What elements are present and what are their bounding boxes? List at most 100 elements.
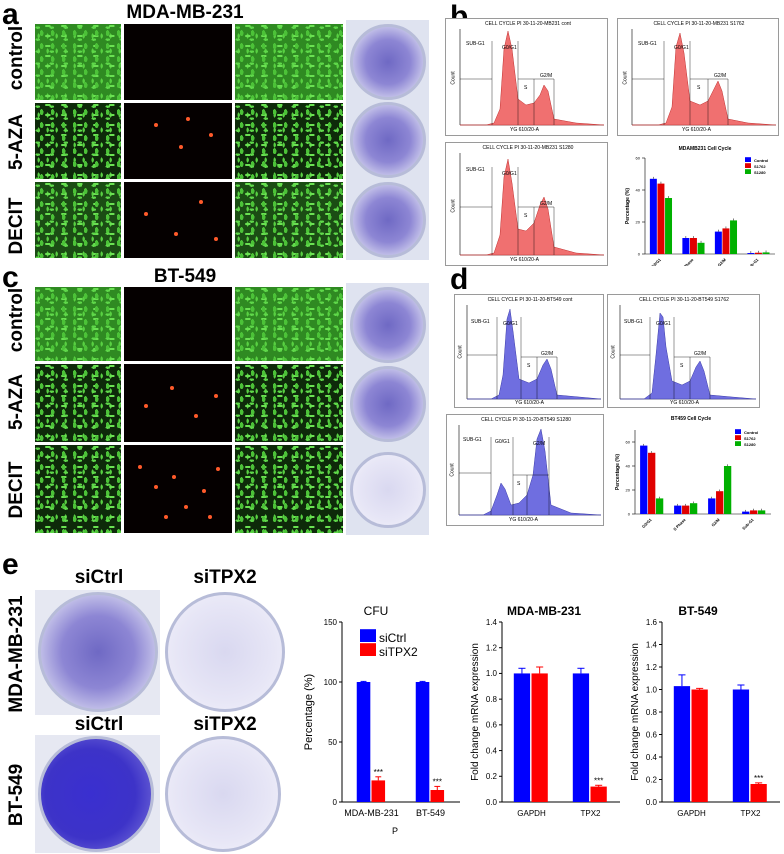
micrograph-merge-control-c: [235, 287, 343, 361]
chart-svg-bt: 0.0 0.2 0.4 0.6 0.8 1.0 1.2 1.4 1.6 Fold change m…: [630, 618, 780, 818]
b-chart-bar-3-2: [762, 252, 770, 254]
d-chart-bar-3-2: [757, 510, 766, 514]
d-chart-bar-3-0: [742, 511, 750, 514]
bt-chart-ylabel: Fold change mRNA expression: [630, 643, 641, 781]
flow-histogram-d1: CELL CYCLE PI 30-11-20-BT549 cont SUB-G1…: [454, 294, 604, 408]
panel-c-row-decit: DECIT: [6, 461, 27, 519]
b-chart-legend-label-0: Control: [754, 158, 768, 163]
cfu-chart-bar-0-0: [356, 682, 371, 802]
cfu-chart-legend-swatch-0: [360, 629, 376, 642]
cfu-chart-annotation-0: ***: [374, 768, 383, 777]
d-chart-bar-0-0: [640, 445, 648, 514]
colony-dish-control-c: [350, 287, 426, 363]
d-chart-bar-2-2: [723, 466, 732, 514]
d-chart-legend-label-1: S1762: [744, 436, 756, 441]
b-chart-bar-0-1: [657, 183, 665, 254]
e-row-label-bt549: BT-549: [6, 763, 27, 827]
svg-text:SUB-G1: SUB-G1: [463, 437, 482, 443]
b-chart-bar-1-2: [697, 242, 705, 254]
cfu-chart-bar-0-1: [371, 780, 386, 802]
b-chart-legend-label-2: S1280: [754, 170, 766, 175]
bar-chart-d: BT459 Cell Cycle 0 20 40 60 Percentage (%) G0…: [607, 414, 777, 538]
b-chart-bar-0-2: [665, 198, 673, 254]
svg-text:SUB-G1: SUB-G1: [638, 41, 657, 47]
svg-text:G0/G1: G0/G1: [502, 171, 517, 177]
micrograph-merge-5aza: [235, 103, 343, 179]
mda-chart-ytick-label-3: 0.6: [486, 721, 498, 730]
d-chart-legend-swatch-2: [735, 441, 741, 446]
d-chart-bar-1-0: [674, 505, 682, 514]
chart-title-b: MDAMB231 Cell Cycle: [678, 146, 732, 152]
bt-chart-ytick-label-5: 1.0: [646, 685, 658, 694]
svg-text:S: S: [524, 85, 528, 91]
mda-chart-ytick-label-2: 0.4: [486, 746, 498, 755]
footer-marker: P: [392, 826, 399, 836]
e-col-label-sitpx2-bottom: siTPX2: [193, 714, 257, 735]
panel-c-row-control: control: [6, 287, 27, 353]
cfu-chart-category-0: MDA-MB-231: [344, 808, 399, 818]
flow-histogram-b3: CELL CYCLE PI 30-11-20-MB231 S1280 SUB-G…: [445, 142, 608, 266]
svg-text:G2/M: G2/M: [540, 73, 552, 79]
micrograph-red-control: [124, 24, 232, 100]
bt-chart-category-1: TPX2: [740, 809, 761, 818]
mda-chart-ytick-label-0: 0.0: [486, 798, 498, 807]
cfu-chart-bar-1-0: [415, 682, 430, 802]
micrograph-red-control-c: [124, 287, 232, 361]
micrograph-merge-decit-c: [235, 445, 343, 533]
b-chart-bar-3-0: [747, 253, 755, 254]
mda-chart-bar-1-1: [590, 786, 607, 802]
bt-chart-bar-0-1: [691, 689, 708, 802]
bt-chart-bar-1-0: [732, 689, 750, 802]
b-chart-legend-label-1: S1762: [754, 164, 766, 169]
panel-label-c: c: [2, 261, 19, 294]
chart-svg-cfu: 0 50 100 150 Percentage (%) *** MDA-MB-231 *** B…: [303, 618, 460, 818]
d-chart-category-2: G2/M: [710, 517, 721, 528]
d-chart-ytick-label-2: 40: [626, 463, 631, 468]
b-chart-bar-2-0: [714, 231, 722, 254]
d-chart-legend-swatch-1: [735, 435, 741, 440]
d-chart-bar-0-1: [648, 452, 656, 514]
chart-svg-mda: 0.0 0.2 0.4 0.6 0.8 1.0 1.2 1.4 Fold change mRNA…: [470, 618, 620, 818]
panel-label-d: d: [450, 263, 469, 296]
svg-text:G0/G1: G0/G1: [502, 45, 517, 51]
bt-chart-ytick-label-0: 0.0: [646, 798, 658, 807]
svg-text:G0/G1: G0/G1: [674, 45, 689, 51]
svg-text:G2/M: G2/M: [533, 441, 545, 447]
d-chart-ytick-label-3: 60: [626, 439, 631, 444]
b-chart-bar-0-0: [649, 178, 657, 254]
d-chart-ytick-label-1: 20: [626, 487, 631, 492]
svg-text:S: S: [517, 481, 521, 487]
b-chart-legend-swatch-2: [745, 169, 751, 174]
cfu-chart-ytick-label-0: 0: [333, 798, 338, 807]
mda-chart-annotation-1: ***: [594, 776, 603, 785]
e-col-label-sictrl-top: siCtrl: [74, 567, 124, 588]
d-chart-bar-2-0: [708, 498, 716, 514]
mda-chart-category-0: GAPDH: [517, 809, 546, 818]
d-chart-bar-2-1: [716, 491, 724, 514]
chart-title-bt: BT-549: [678, 604, 718, 618]
b-chart-ytick-label-1: 20: [636, 219, 641, 224]
mda-chart-category-1: TPX2: [580, 809, 601, 818]
bar-chart-b: MDAMB231 Cell Cycle 0 20 40 60 Percentage (%…: [617, 142, 779, 266]
micrograph-green-5aza-c: [35, 364, 121, 442]
micrograph-green-decit: [35, 182, 121, 258]
cfu-chart-ytick-label-2: 100: [324, 678, 338, 687]
svg-text:SUB-G1: SUB-G1: [471, 319, 490, 325]
chart-title-d: BT459 Cell Cycle: [670, 416, 712, 422]
cfu-chart-category-1: BT-549: [416, 808, 445, 818]
bt-chart-ytick-label-3: 0.6: [646, 730, 658, 739]
svg-text:G0/G1: G0/G1: [503, 321, 518, 327]
flow-histogram-d3: CELL CYCLE PI 30-11-20-BT549 S1280 SUB-G…: [446, 414, 604, 526]
b-chart-category-1: S Phase: [680, 257, 695, 266]
svg-text:S: S: [697, 85, 701, 91]
bt-chart-ytick-label-2: 0.4: [646, 753, 658, 762]
d-chart-category-3: Sub-G1: [741, 517, 755, 531]
b-chart-category-3: Sub-G1: [746, 257, 760, 266]
micrograph-merge-control: [235, 24, 343, 100]
svg-text:G2/M: G2/M: [541, 351, 553, 357]
d-chart-legend-swatch-0: [735, 429, 741, 434]
mda-chart-bar-1-0: [572, 673, 590, 802]
mda-chart-ytick-label-1: 0.2: [486, 772, 498, 781]
colony-dish-decit-c: [350, 452, 426, 528]
bt-chart-ytick-label-6: 1.2: [646, 663, 658, 672]
